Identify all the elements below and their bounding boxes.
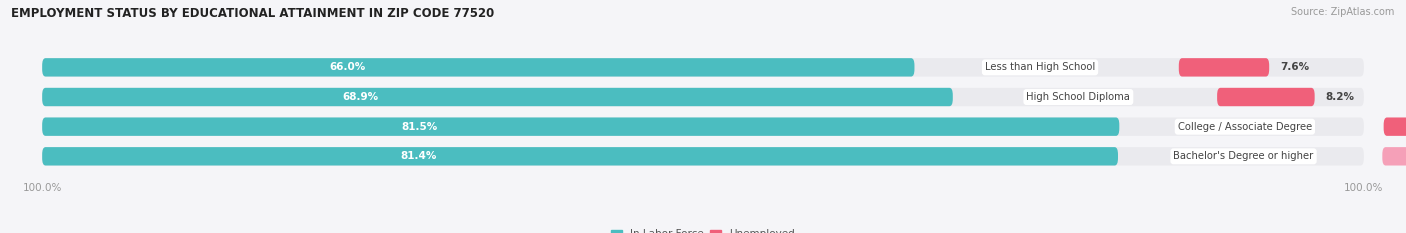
- FancyBboxPatch shape: [42, 58, 1364, 77]
- Text: High School Diploma: High School Diploma: [1026, 92, 1130, 102]
- Text: 7.6%: 7.6%: [1279, 62, 1309, 72]
- FancyBboxPatch shape: [42, 147, 1364, 165]
- Text: Bachelor's Degree or higher: Bachelor's Degree or higher: [1174, 151, 1313, 161]
- FancyBboxPatch shape: [42, 58, 914, 77]
- Text: Source: ZipAtlas.com: Source: ZipAtlas.com: [1291, 7, 1395, 17]
- FancyBboxPatch shape: [1178, 58, 1270, 77]
- FancyBboxPatch shape: [42, 88, 953, 106]
- FancyBboxPatch shape: [42, 117, 1119, 136]
- FancyBboxPatch shape: [1218, 88, 1315, 106]
- FancyBboxPatch shape: [1382, 147, 1406, 165]
- Text: 81.4%: 81.4%: [401, 151, 437, 161]
- Legend: In Labor Force, Unemployed: In Labor Force, Unemployed: [607, 225, 799, 233]
- FancyBboxPatch shape: [42, 147, 1118, 165]
- Text: Less than High School: Less than High School: [984, 62, 1095, 72]
- FancyBboxPatch shape: [1384, 117, 1406, 136]
- Text: 68.9%: 68.9%: [343, 92, 380, 102]
- FancyBboxPatch shape: [42, 117, 1364, 136]
- Text: 81.5%: 81.5%: [401, 122, 437, 132]
- Text: EMPLOYMENT STATUS BY EDUCATIONAL ATTAINMENT IN ZIP CODE 77520: EMPLOYMENT STATUS BY EDUCATIONAL ATTAINM…: [11, 7, 495, 20]
- Text: College / Associate Degree: College / Associate Degree: [1178, 122, 1312, 132]
- Text: 66.0%: 66.0%: [329, 62, 366, 72]
- FancyBboxPatch shape: [42, 88, 1364, 106]
- Text: 8.2%: 8.2%: [1326, 92, 1354, 102]
